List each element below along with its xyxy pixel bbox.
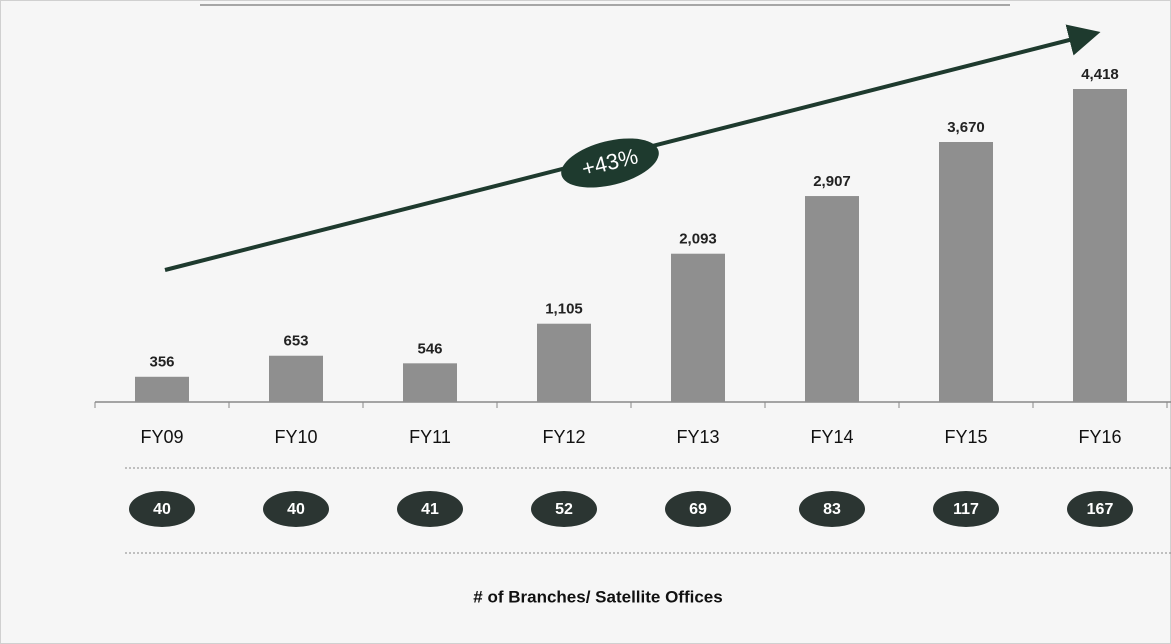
value-label: 4,418 [1081, 66, 1119, 83]
x-tick-label: FY09 [140, 427, 183, 447]
branch-badge [397, 491, 463, 527]
x-tick-label: FY15 [944, 427, 987, 447]
bar [269, 355, 323, 402]
bar [1073, 89, 1127, 402]
growth-badge: +43% [561, 138, 659, 188]
branch-count: 40 [153, 501, 171, 518]
branch-count: 69 [689, 501, 707, 518]
value-label: 3,670 [947, 119, 985, 136]
branch-badge [1067, 491, 1133, 527]
bar [537, 323, 591, 402]
branch-count: 40 [287, 501, 305, 518]
x-tick-label: FY16 [1078, 427, 1121, 447]
value-label: 546 [417, 340, 442, 357]
branch-count: 83 [823, 501, 841, 518]
plot: 356 FY09 40 653 FY10 40 546 FY11 41 1,105 FY12 52 2,… [94, 66, 1168, 527]
value-label: 1,105 [545, 301, 583, 318]
branch-count: 41 [421, 501, 439, 518]
value-label: 653 [283, 333, 308, 350]
branch-badge [129, 491, 195, 527]
value-label: 356 [149, 354, 174, 371]
branch-badge [531, 491, 597, 527]
x-tick-label: FY14 [810, 427, 853, 447]
bar [403, 363, 457, 402]
branch-badge [665, 491, 731, 527]
value-label: 2,907 [813, 173, 851, 190]
branch-count: 52 [555, 501, 573, 518]
value-label: 2,093 [679, 231, 717, 248]
bar [939, 141, 993, 402]
bar [671, 253, 725, 402]
branch-badge [263, 491, 329, 527]
x-tick-label: FY10 [274, 427, 317, 447]
bar [805, 196, 859, 402]
x-tick-label: FY12 [542, 427, 585, 447]
branch-count: 117 [953, 501, 979, 518]
branch-badge [933, 491, 999, 527]
badge-shape [561, 138, 659, 188]
branches-label: # of Branches/ Satellite Offices [473, 587, 722, 606]
x-tick-label: FY11 [409, 427, 451, 447]
x-tick-label: FY13 [676, 427, 719, 447]
branch-badge [799, 491, 865, 527]
branch-count: 167 [1087, 501, 1114, 518]
bar [135, 376, 189, 402]
